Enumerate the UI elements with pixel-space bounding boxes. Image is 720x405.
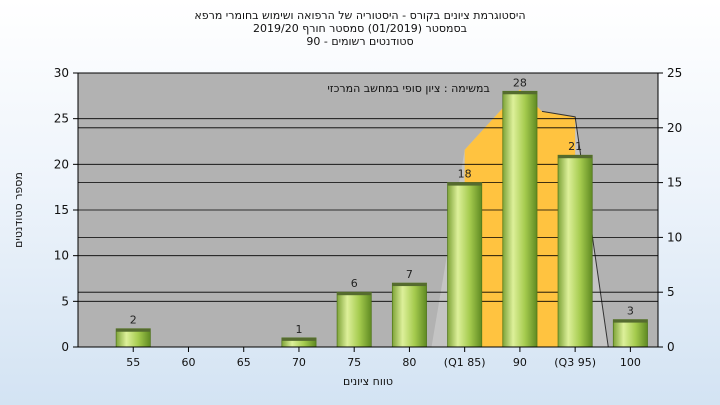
data-label-(Q1 85): 18 bbox=[458, 168, 472, 181]
bar-(Q3 95) bbox=[557, 154, 593, 348]
tick-label-left-10: 10 bbox=[54, 249, 69, 263]
data-label-100: 3 bbox=[627, 305, 634, 318]
bar-90 bbox=[502, 90, 538, 348]
tick-label-left-25: 25 bbox=[54, 112, 69, 126]
y-axis-label: מספר סטודנטים bbox=[12, 172, 25, 248]
chart-title-line-2: בסמסטר (01/2019) סמסטר חורף 2019/20 bbox=[253, 22, 467, 35]
bar-top-(Q3 95) bbox=[558, 155, 593, 159]
data-label-(Q3 95): 21 bbox=[568, 140, 582, 153]
tick-label-left-0: 0 bbox=[61, 340, 69, 354]
bar-100 bbox=[612, 319, 648, 348]
tick-label-x-60: 60 bbox=[181, 356, 195, 369]
tick-label-x-65: 65 bbox=[237, 356, 251, 369]
tick-label-left-30: 30 bbox=[54, 66, 69, 80]
chart-title-line-3: סטודנטים רשומים - 90 bbox=[306, 35, 414, 48]
data-label-75: 6 bbox=[351, 277, 358, 290]
bar-top-75 bbox=[337, 292, 372, 296]
tick-label-x-70: 70 bbox=[292, 356, 306, 369]
bar-80 bbox=[391, 282, 427, 348]
tick-label-right-15: 15 bbox=[667, 176, 682, 190]
data-label-80: 7 bbox=[406, 268, 413, 281]
bar-top-100 bbox=[613, 319, 648, 323]
chart-title-line-1: היסטוגרמת ציונים בקורס - היסטוריה של הרפ… bbox=[194, 9, 526, 22]
tick-label-left-5: 5 bbox=[61, 294, 69, 308]
tick-label-right-20: 20 bbox=[667, 121, 682, 135]
data-label-70: 1 bbox=[295, 323, 302, 336]
tick-label-left-20: 20 bbox=[54, 157, 69, 171]
bar-top-90 bbox=[502, 91, 538, 95]
tick-label-x-55: 55 bbox=[126, 356, 140, 369]
bar-top-70 bbox=[281, 337, 317, 341]
bar-top-55 bbox=[116, 328, 151, 332]
tick-label-left-15: 15 bbox=[54, 203, 69, 217]
overlay-tail-line bbox=[541, 110, 609, 348]
tick-label-right-25: 25 bbox=[667, 66, 682, 80]
tick-label-right-10: 10 bbox=[667, 230, 682, 244]
tick-label-x-(Q3 95): (Q3 95) bbox=[554, 356, 596, 369]
tick-label-x-(Q1 85): (Q1 85) bbox=[444, 356, 486, 369]
chart-annotation: במשימה : ציון סופי במחשב המרכזי bbox=[327, 82, 490, 95]
data-label-55: 2 bbox=[130, 314, 137, 327]
bar-75 bbox=[336, 291, 372, 348]
bar-top-80 bbox=[392, 283, 427, 287]
bar-(Q1 85) bbox=[447, 182, 483, 348]
bar-top-(Q1 85) bbox=[447, 182, 482, 186]
tick-label-x-75: 75 bbox=[347, 356, 361, 369]
tick-label-right-0: 0 bbox=[667, 340, 675, 354]
tick-label-right-5: 5 bbox=[667, 285, 675, 299]
x-axis-label: טווח ציונים bbox=[343, 375, 393, 388]
data-label-90: 28 bbox=[513, 76, 527, 89]
tick-label-x-90: 90 bbox=[513, 356, 527, 369]
chart-title: היסטוגרמת ציונים בקורס - היסטוריה של הרפ… bbox=[0, 9, 720, 48]
tick-label-x-100: 100 bbox=[620, 356, 641, 369]
tick-label-x-80: 80 bbox=[402, 356, 416, 369]
axes: 0 5 10 15 20 25 30 0 5 10 15 20 25 55 60 65 70 75 80 (Q1 85… bbox=[54, 66, 683, 369]
